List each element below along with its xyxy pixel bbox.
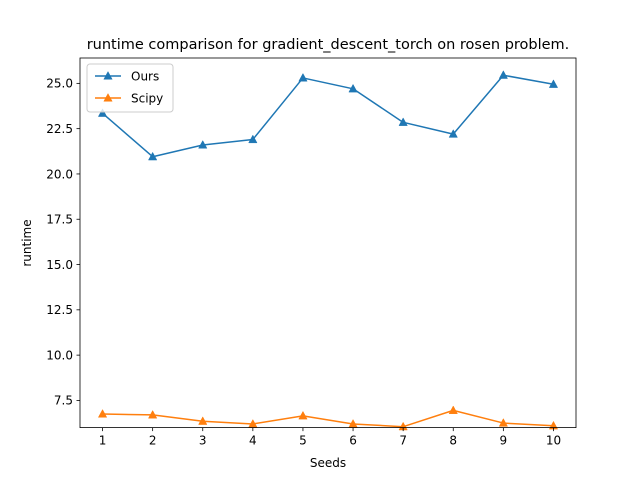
x-tick-label: 10 xyxy=(546,434,561,448)
y-tick-label: 17.5 xyxy=(46,213,73,227)
y-tick-label: 15.0 xyxy=(46,258,73,272)
data-point-ours xyxy=(548,79,559,88)
x-axis-label: Seeds xyxy=(310,456,346,470)
legend: Ours Scipy xyxy=(86,63,174,113)
x-tick-label: 7 xyxy=(399,434,407,448)
series-line-scipy xyxy=(102,409,554,428)
data-point-scipy xyxy=(498,418,508,427)
legend-marker-ours xyxy=(103,71,113,80)
x-tick-label: 1 xyxy=(99,434,107,448)
y-tick-label: 12.5 xyxy=(46,303,73,317)
data-point-scipy xyxy=(198,416,208,425)
chart-title: runtime comparison for gradient_descent_… xyxy=(87,37,570,53)
y-tick-label: 10.0 xyxy=(46,348,73,362)
legend-label-scipy: Scipy xyxy=(131,91,163,105)
data-point-scipy xyxy=(97,409,108,418)
data-point-ours xyxy=(398,117,408,126)
data-point-scipy xyxy=(148,409,158,419)
y-axis: 7.5 10.0 12.5 15.0 17.5 20.0 22.5 25.0 xyxy=(46,77,80,408)
plot-area xyxy=(80,58,576,428)
x-tick-label: 4 xyxy=(249,434,257,448)
data-point-scipy xyxy=(448,405,458,414)
series-line-ours xyxy=(102,74,554,158)
y-tick-label: 7.5 xyxy=(54,394,73,408)
x-axis: 1 2 3 4 5 6 7 8 9 10 xyxy=(99,427,561,448)
legend-label-ours: Ours xyxy=(131,69,159,83)
y-axis-label: runtime xyxy=(20,219,34,266)
x-tick-label: 3 xyxy=(199,434,207,448)
data-point-ours xyxy=(148,151,158,161)
legend-marker-scipy xyxy=(103,93,113,102)
data-point-ours xyxy=(198,140,208,149)
series-layer xyxy=(97,70,559,431)
data-point-ours xyxy=(298,73,308,82)
y-tick-label: 20.0 xyxy=(46,167,73,181)
y-tick-label: 25.0 xyxy=(46,77,73,91)
data-point-scipy xyxy=(298,410,308,420)
x-tick-label: 6 xyxy=(349,434,357,448)
x-tick-label: 5 xyxy=(299,434,307,448)
data-point-ours xyxy=(448,129,458,138)
plot-frame xyxy=(79,57,577,429)
x-tick-label: 8 xyxy=(449,434,457,448)
data-point-ours xyxy=(97,108,108,117)
data-point-ours xyxy=(248,134,258,144)
x-tick-label: 9 xyxy=(500,434,508,448)
y-tick-label: 22.5 xyxy=(46,122,73,136)
data-point-ours xyxy=(348,83,358,93)
x-tick-label: 2 xyxy=(149,434,157,448)
data-point-ours xyxy=(498,70,508,79)
